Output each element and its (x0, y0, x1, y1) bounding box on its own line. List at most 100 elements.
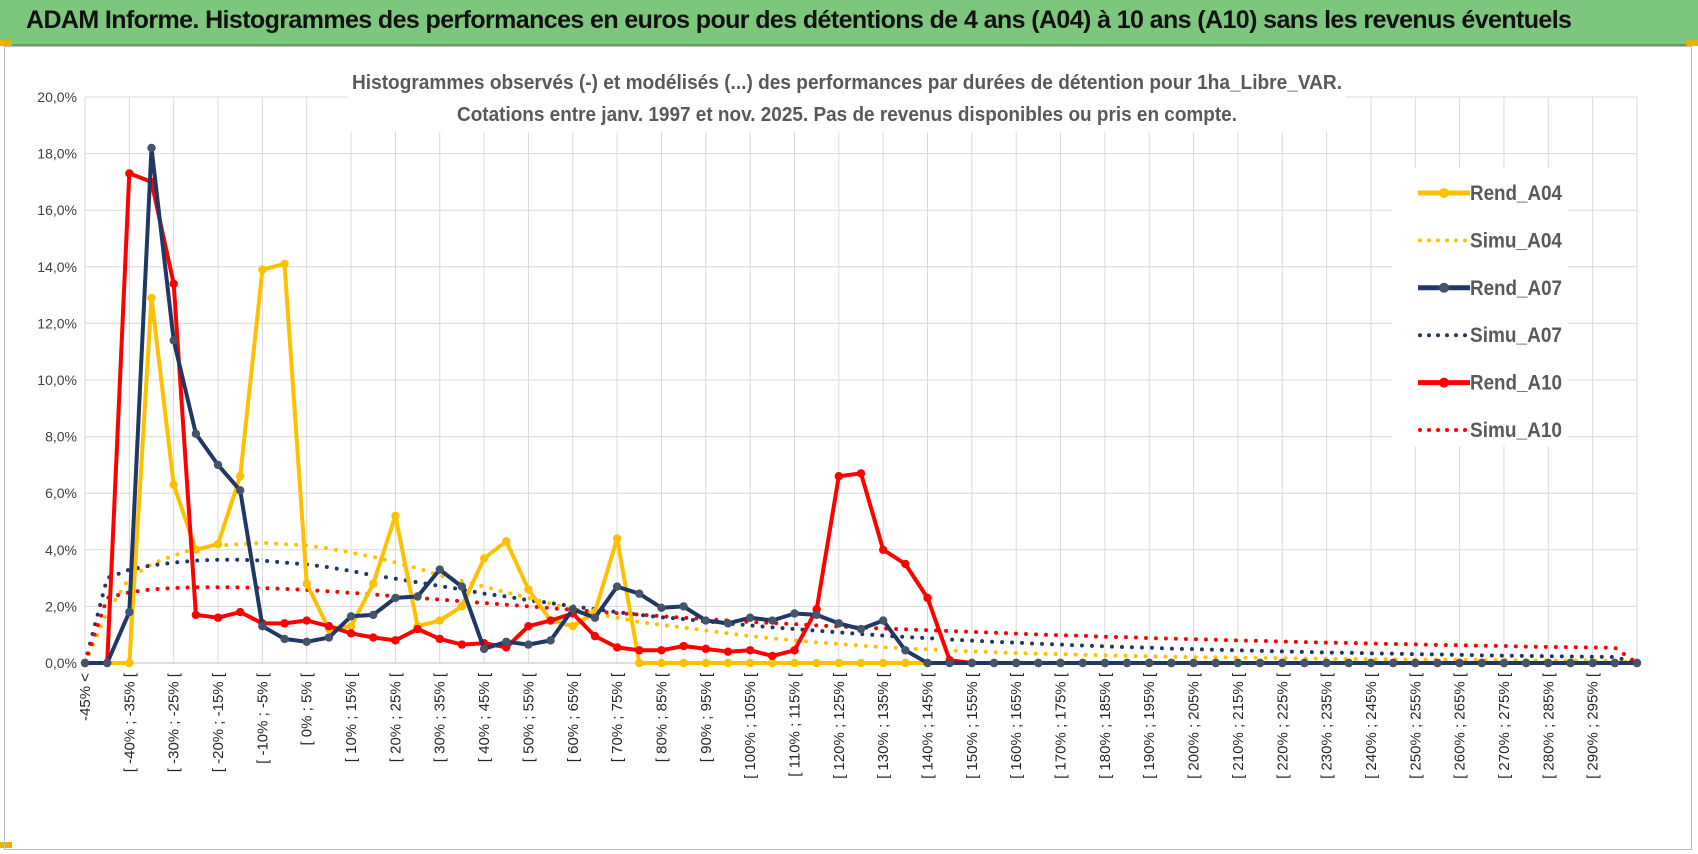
data-point-Rend_A07 (169, 336, 178, 345)
data-point-Rend_A04 (834, 658, 844, 668)
x-tick-label: -45% < (77, 673, 94, 721)
data-point-Rend_A07 (1455, 658, 1464, 668)
y-tick-label: 20,0% (37, 89, 77, 105)
data-point-Rend_A07 (1078, 658, 1087, 668)
data-point-Rend_A04 (657, 658, 666, 668)
data-point-Rend_A04 (346, 622, 356, 631)
data-point-Rend_A07 (302, 637, 311, 646)
data-point-Rend_A07 (1610, 658, 1620, 668)
x-tick-label: [ -20% ; -15% [ (210, 672, 227, 772)
data-point-Rend_A07 (125, 607, 134, 617)
y-tick-label: 12,0% (37, 315, 77, 331)
data-point-Rend_A07 (1167, 658, 1176, 668)
data-point-Rend_A04 (457, 602, 467, 611)
data-point-Rend_A07 (1145, 658, 1154, 668)
data-point-Rend_A10 (790, 646, 799, 655)
data-point-Rend_A10 (391, 636, 400, 645)
x-tick-label: [ -10% ; -5% [ (254, 672, 271, 764)
series-line-Simu_A04 (83, 540, 1639, 665)
data-point-Rend_A07 (1233, 658, 1243, 668)
chart-title-line: Histogrammes observés (-) et modélisés (… (352, 72, 1342, 94)
data-point-Rend_A07 (1344, 658, 1353, 668)
data-point-Rend_A07 (1012, 658, 1021, 668)
x-tick-label: [ 280% ; 285% [ (1540, 672, 1557, 779)
data-point-Rend_A10 (657, 646, 666, 655)
data-point-Rend_A10 (413, 624, 422, 634)
data-point-Rend_A10 (834, 472, 844, 481)
header-banner: ADAM Informe. Histogrammes des performan… (0, 0, 1698, 46)
x-tick-label: [ 110% ; 115% [ (786, 672, 803, 777)
data-point-Rend_A04 (169, 480, 178, 489)
y-tick-label: 18,0% (37, 146, 77, 162)
data-point-Rend_A07 (346, 612, 356, 621)
data-point-Rend_A07 (1034, 658, 1043, 668)
data-point-Rend_A07 (1122, 658, 1132, 668)
legend-background (1392, 168, 1568, 446)
x-tick-label: [ 140% ; 145% [ (920, 672, 937, 779)
data-point-Rend_A10 (612, 643, 622, 652)
x-tick-label: [ 130% ; 135% [ (875, 672, 892, 779)
data-point-Rend_A07 (369, 610, 378, 620)
data-point-Rend_A07 (568, 605, 577, 614)
data-point-Rend_A04 (302, 579, 311, 588)
data-point-Rend_A04 (790, 658, 799, 668)
chart-frame (4, 46, 1692, 850)
data-point-Rend_A04 (878, 658, 888, 668)
x-tick-label: [ 70% ; 75% [ (609, 672, 626, 762)
data-point-Rend_A07 (590, 613, 600, 622)
data-point-Rend_A07 (945, 658, 954, 668)
data-point-Rend_A10 (768, 651, 777, 661)
x-tick-label: [ 120% ; 125% [ (831, 672, 848, 779)
data-point-Rend_A04 (745, 658, 755, 668)
data-point-Rend_A07 (1300, 658, 1309, 668)
data-point-Rend_A07 (923, 658, 932, 668)
x-tick-label: [ 290% ; 295% [ (1585, 672, 1602, 779)
data-point-Rend_A07 (213, 460, 223, 470)
y-tick-label: 16,0% (37, 202, 77, 218)
data-point-Rend_A04 (568, 622, 577, 631)
data-point-Rend_A07 (657, 603, 666, 613)
x-tick-label: [ 220% ; 225% [ (1274, 672, 1291, 779)
data-point-Rend_A07 (236, 486, 245, 495)
data-point-Rend_A07 (1433, 658, 1442, 668)
data-point-Rend_A07 (878, 616, 888, 625)
data-point-Rend_A07 (147, 143, 156, 153)
data-point-Rend_A07 (1632, 658, 1642, 668)
y-tick-label: 2,0% (45, 598, 77, 614)
data-point-Rend_A07 (967, 658, 977, 668)
data-point-Rend_A04 (435, 616, 444, 625)
x-tick-label: [ 170% ; 175% [ (1053, 672, 1070, 779)
data-point-Rend_A04 (213, 539, 223, 549)
data-point-Rend_A10 (745, 646, 755, 655)
legend-marker-Rend_A07 (1439, 282, 1449, 293)
data-point-Rend_A07 (1322, 658, 1331, 668)
data-point-Rend_A07 (1366, 658, 1376, 668)
data-point-Rend_A10 (635, 646, 644, 655)
data-point-Rend_A04 (191, 545, 201, 554)
x-tick-label: [ 60% ; 65% [ (565, 672, 582, 762)
data-point-Rend_A07 (635, 589, 644, 598)
y-tick-label: 14,0% (37, 259, 77, 275)
y-tick-label: 0,0% (45, 655, 77, 671)
x-tick-label: [ 210% ; 215% [ (1230, 672, 1247, 779)
legend-marker-Rend_A10 (1439, 377, 1449, 388)
data-point-Rend_A10 (923, 593, 932, 603)
data-point-Rend_A04 (679, 658, 688, 668)
x-tick-label: [ 160% ; 165% [ (1008, 672, 1025, 779)
data-point-Rend_A10 (901, 559, 910, 569)
data-point-Rend_A10 (679, 641, 688, 651)
data-point-Rend_A10 (236, 607, 245, 617)
data-point-Rend_A07 (324, 633, 334, 642)
data-point-Rend_A07 (1255, 658, 1265, 668)
data-point-Rend_A10 (723, 647, 733, 656)
data-point-Rend_A07 (191, 429, 201, 438)
data-point-Rend_A07 (479, 644, 489, 654)
data-point-Rend_A10 (324, 622, 334, 631)
data-point-Rend_A10 (191, 610, 201, 620)
data-point-Rend_A04 (502, 537, 511, 546)
legend-marker-Rend_A04 (1439, 188, 1449, 198)
data-point-Rend_A07 (435, 565, 444, 574)
corner-mark (0, 40, 12, 46)
x-tick-label: [ 260% ; 265% [ (1452, 672, 1469, 779)
data-point-Rend_A07 (524, 640, 533, 649)
